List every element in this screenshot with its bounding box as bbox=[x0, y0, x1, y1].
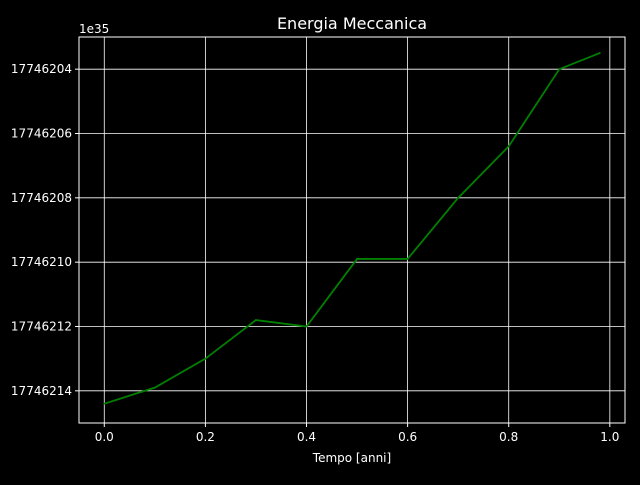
x-axis-label: Tempo [anni] bbox=[312, 451, 391, 465]
axes-frame bbox=[78, 36, 626, 424]
y-tick-label: 17746210 bbox=[11, 255, 72, 269]
data-point bbox=[356, 258, 358, 260]
x-tick-label: 0.2 bbox=[196, 430, 215, 444]
data-point bbox=[457, 196, 460, 199]
x-tick-label: 0.4 bbox=[297, 430, 316, 444]
y-tick-label: 17746206 bbox=[11, 127, 72, 141]
data-point bbox=[558, 68, 561, 71]
y-tick-label: 17746214 bbox=[11, 384, 72, 398]
data-point bbox=[598, 52, 601, 54]
x-tick-label: 0.0 bbox=[95, 430, 114, 444]
data-point bbox=[103, 402, 106, 405]
data-point bbox=[204, 357, 207, 360]
energy-series-line bbox=[104, 52, 601, 405]
data-point bbox=[255, 319, 257, 321]
grid-lines bbox=[79, 37, 625, 423]
x-tick-label: 0.6 bbox=[398, 430, 417, 444]
data-point bbox=[305, 325, 308, 328]
chart-title: Energia Meccanica bbox=[277, 14, 427, 33]
y-tick-label: 17746208 bbox=[11, 191, 72, 205]
axis-ticks: 0.0 0.2 0.4 0.6 0.8 1.0 17746204 17746206 177462… bbox=[11, 62, 619, 444]
data-point bbox=[153, 386, 156, 389]
y-tick-label: 17746204 bbox=[11, 62, 72, 76]
y-offset-label: 1e35 bbox=[79, 22, 109, 36]
x-tick-label: 1.0 bbox=[600, 430, 619, 444]
data-point bbox=[507, 145, 510, 148]
y-tick-label: 17746212 bbox=[11, 320, 72, 334]
data-series bbox=[103, 52, 601, 405]
data-point bbox=[406, 258, 409, 260]
x-tick-label: 0.8 bbox=[499, 430, 518, 444]
